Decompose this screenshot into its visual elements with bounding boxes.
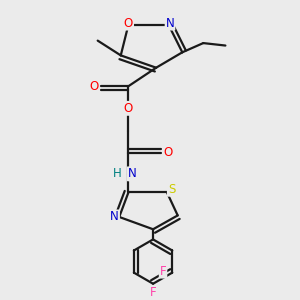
Text: S: S <box>168 183 175 196</box>
Text: F: F <box>150 286 156 299</box>
Text: N: N <box>128 167 136 180</box>
Text: N: N <box>110 211 119 224</box>
Text: H: H <box>113 167 122 180</box>
Text: O: O <box>89 80 99 93</box>
Text: O: O <box>163 146 172 159</box>
Text: O: O <box>124 102 133 115</box>
Text: F: F <box>160 265 166 278</box>
Text: O: O <box>124 16 133 30</box>
Text: N: N <box>166 16 174 30</box>
